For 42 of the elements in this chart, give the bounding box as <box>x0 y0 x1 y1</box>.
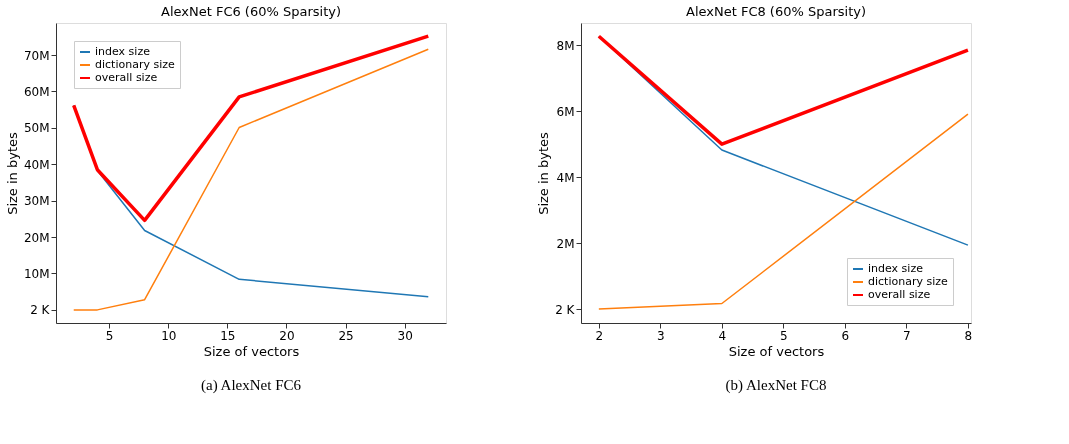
chart-title: AlexNet FC6 (60% Sparsity) <box>160 4 342 19</box>
y-tick-label: 70M <box>23 48 50 63</box>
y-tick-label: 60M <box>23 84 50 99</box>
x-tick-label: 5 <box>105 328 114 343</box>
y-axis-title: Size in bytes <box>536 131 552 215</box>
y-tick-label: 30M <box>23 194 50 209</box>
y-tick-label: 4M <box>556 170 575 185</box>
line-series <box>71 34 431 223</box>
x-tick-label: 7 <box>903 328 911 343</box>
legend-label: index size <box>868 262 924 275</box>
legend-label: dictionary size <box>95 58 175 71</box>
y-tick-label: 2M <box>556 236 575 251</box>
x-tick-label: 4 <box>718 328 727 343</box>
y-tick-label: 6M <box>556 104 575 119</box>
x-tick-label: 30 <box>397 328 413 343</box>
y-tick-label: 10M <box>23 266 50 281</box>
y-tick-label: 50M <box>23 121 50 136</box>
x-axis-title: Size of vectors <box>203 343 300 359</box>
x-tick-label: 8 <box>964 328 973 343</box>
y-axis-title: Size in bytes <box>4 131 20 215</box>
legend-label: overall size <box>868 288 931 301</box>
y-tick-label: 2 K <box>30 303 51 318</box>
y-tick-label: 8M <box>556 38 575 53</box>
x-tick-label: 3 <box>657 328 665 343</box>
x-tick-label: 2 <box>595 328 604 343</box>
x-tick-label: 20 <box>279 328 295 343</box>
line-series <box>72 48 430 311</box>
x-axis-title: Size of vectors <box>728 343 825 359</box>
y-tick-label: 2 K <box>555 302 576 317</box>
x-tick-label: 25 <box>338 328 354 343</box>
x-tick-label: 10 <box>161 328 177 343</box>
legend-label: dictionary size <box>868 275 948 288</box>
legend-label: index size <box>95 45 151 58</box>
text: (b) AlexNet FC8 <box>725 377 827 394</box>
y-tick-label: 40M <box>23 157 50 172</box>
text: (a) AlexNet FC6 <box>201 377 302 394</box>
x-tick-label: 6 <box>841 328 850 343</box>
y-tick-label: 20M <box>23 230 50 245</box>
x-tick-label: 5 <box>780 328 788 343</box>
x-tick-label: 15 <box>220 328 236 343</box>
chart-title: AlexNet FC8 (60% Sparsity) <box>685 4 867 19</box>
legend-label: overall size <box>95 71 158 84</box>
